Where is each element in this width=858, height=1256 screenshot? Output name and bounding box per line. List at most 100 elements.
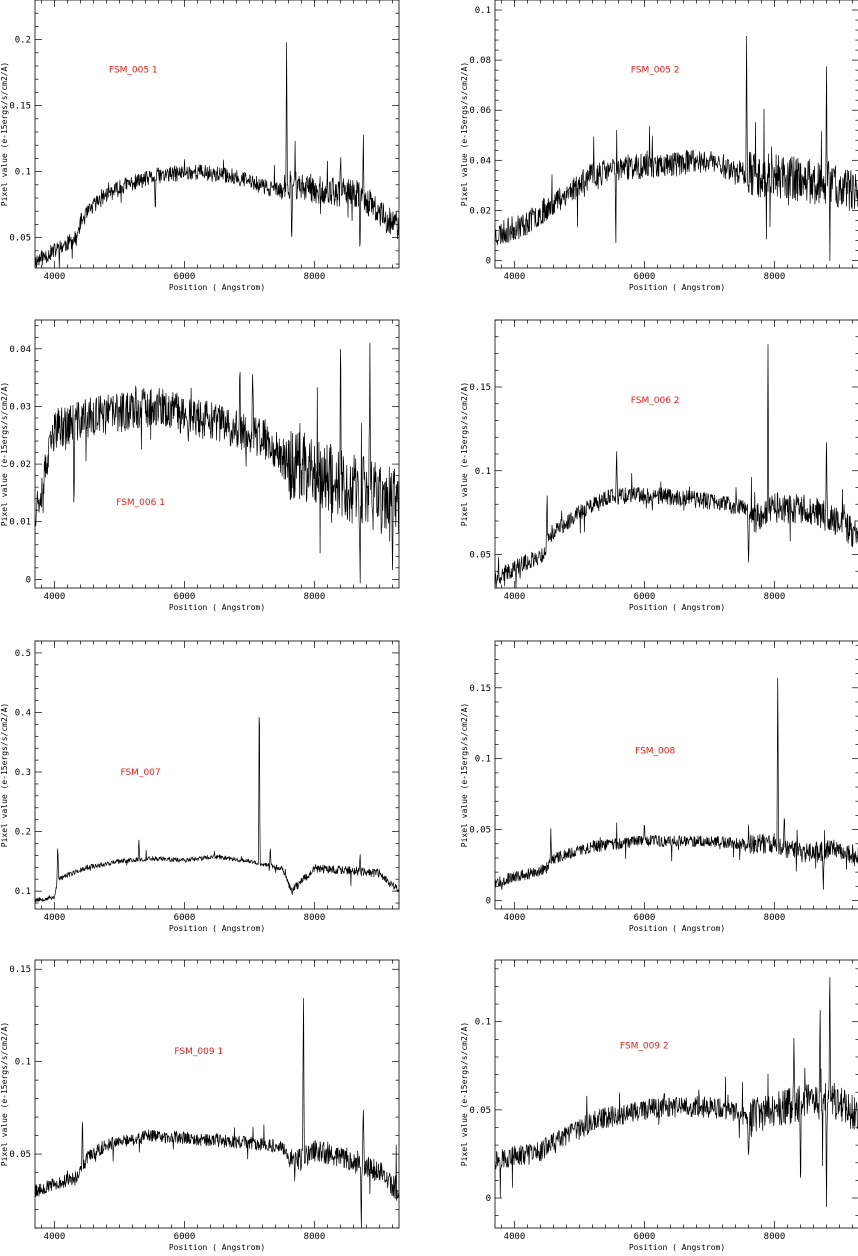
spectrum-annotation-label: FSM_006 1 (116, 498, 165, 508)
y-tick-label: 0.2 (15, 36, 31, 46)
spectrum-annotation-label: FSM_006 2 (631, 396, 680, 406)
x-tick-label: 4000 (44, 913, 66, 923)
y-tick-label: 0.05 (469, 826, 491, 836)
x-axis-label: Position ( Angstrom) (169, 1243, 265, 1252)
spectrum-panel-1: 4000 6000 8000 0.05 0.1 0.15 0.2 Position ( Ang… (0, 0, 400, 292)
y-tick-label: 0.04 (9, 345, 31, 355)
spectrum-panel-6: 4000 6000 8000 0 0.05 0.1 0.15 Position ( Angst… (460, 640, 858, 933)
y-axis-label: Pixel value (e-15ergs/s/cm2/A) (460, 382, 469, 527)
x-axis-label: Position ( Angstrom) (169, 924, 265, 933)
x-tick-label: 8000 (764, 272, 786, 282)
y-tick-label: 0.1 (15, 168, 31, 178)
x-tick-label: 6000 (634, 272, 656, 282)
spectrum-line (34, 42, 400, 269)
x-tick-label: 8000 (764, 913, 786, 923)
x-tick-label: 8000 (304, 272, 326, 282)
y-tick-label: 0.1 (15, 887, 31, 897)
y-axis-label: Pixel value (e-15ergs/s/cm2/A) (460, 1022, 469, 1167)
spectrum-annotation-label: FSM_007 (120, 768, 160, 778)
spectrum-annotation-label: FSM_009 1 (174, 1047, 223, 1057)
x-tick-label: 6000 (634, 592, 656, 602)
y-tick-label: 0.03 (9, 402, 31, 412)
y-tick-label: 0.1 (475, 6, 491, 16)
x-tick-label: 8000 (304, 913, 326, 923)
spectrum-line (494, 35, 858, 262)
y-axis-label: Pixel value (e-15ergs/s/cm2/A) (460, 703, 469, 848)
x-tick-label: 6000 (174, 592, 196, 602)
x-tick-label: 4000 (44, 1232, 66, 1242)
x-tick-label: 8000 (764, 1232, 786, 1242)
spectrum-panel-7: 4000 6000 8000 0.05 0.1 0.15 Position ( Angstr… (0, 959, 400, 1252)
spectrum-line (494, 344, 858, 589)
spectrum-panel-4: 4000 6000 8000 0.05 0.1 0.15 Position ( Angstr… (460, 319, 858, 612)
spectrum-annotation-label: FSM_009 2 (620, 1041, 669, 1051)
spectrum-annotation-label: FSM_005 1 (109, 65, 158, 75)
plot-frame (34, 319, 400, 589)
x-tick-label: 6000 (174, 1232, 196, 1242)
y-tick-label: 0.15 (469, 684, 491, 694)
x-tick-label: 6000 (634, 1232, 656, 1242)
x-tick-label: 6000 (174, 913, 196, 923)
y-tick-label: 0.05 (469, 1106, 491, 1116)
spectrum-annotation-label: FSM_008 (635, 747, 675, 757)
plot-frame (34, 640, 400, 910)
y-tick-label: 0.1 (475, 467, 491, 477)
y-tick-label: 0.05 (9, 234, 31, 244)
spectrum-panel-5: 4000 6000 8000 0.1 0.2 0.3 0.4 0.5 Position ( An… (0, 640, 400, 933)
y-tick-label: 0.05 (469, 551, 491, 561)
x-tick-label: 4000 (504, 1232, 526, 1242)
y-axis-label: Pixel value (e-15ergs/s/cm2/A) (0, 382, 9, 527)
plot-frame (34, 0, 400, 269)
x-tick-label: 4000 (44, 272, 66, 282)
y-tick-label: 0.08 (469, 56, 491, 66)
y-tick-label: 0 (486, 1194, 491, 1204)
y-tick-label: 0.05 (9, 1150, 31, 1160)
plot-frame (494, 959, 858, 1229)
plot-frame (494, 640, 858, 910)
spectrum-line (494, 677, 858, 890)
x-tick-label: 4000 (504, 592, 526, 602)
y-tick-label: 0.4 (15, 708, 31, 718)
spectrum-panel-3: 4000 6000 8000 0 0.01 0.02 0.03 0.04 Position ( … (0, 319, 400, 612)
x-tick-label: 4000 (44, 592, 66, 602)
x-axis-label: Position ( Angstrom) (629, 603, 725, 612)
x-tick-label: 8000 (304, 1232, 326, 1242)
y-tick-label: 0.01 (9, 518, 31, 528)
x-axis-label: Position ( Angstrom) (629, 283, 725, 292)
y-tick-label: 0.06 (469, 106, 491, 116)
spectrum-line (34, 717, 400, 903)
y-axis-label: Pixel value (e-15ergs/s/cm2/A) (0, 1022, 9, 1167)
y-tick-label: 0.5 (15, 649, 31, 659)
x-axis-label: Position ( Angstrom) (629, 924, 725, 933)
y-tick-label: 0.15 (9, 965, 31, 975)
x-tick-label: 4000 (504, 913, 526, 923)
plot-frame (34, 959, 400, 1229)
y-tick-label: 0.15 (469, 383, 491, 393)
y-tick-label: 0.02 (469, 206, 491, 216)
x-tick-label: 6000 (634, 913, 656, 923)
x-axis-label: Position ( Angstrom) (169, 603, 265, 612)
x-tick-label: 8000 (764, 592, 786, 602)
y-tick-label: 0.3 (15, 768, 31, 778)
x-axis-label: Position ( Angstrom) (169, 283, 265, 292)
spectrum-line (34, 342, 400, 584)
plot-frame (494, 319, 858, 589)
spectrum-line (494, 977, 858, 1208)
plot-frame (494, 0, 858, 269)
x-tick-label: 4000 (504, 272, 526, 282)
y-axis-label: Pixel value (e-15ergs/s/cm2/A) (460, 62, 469, 207)
y-tick-label: 0.1 (475, 755, 491, 765)
x-tick-label: 8000 (304, 592, 326, 602)
y-tick-label: 0.1 (15, 1058, 31, 1068)
spectrum-line (34, 998, 400, 1229)
y-tick-label: 0.1 (475, 1018, 491, 1028)
y-axis-label: Pixel value (e-15ergs/s/cm2/A) (0, 703, 9, 848)
spectrum-panel-2: 4000 6000 8000 0 0.02 0.04 0.06 0.08 0.1 Position… (460, 0, 858, 292)
spectrum-panel-8: 4000 6000 8000 0 0.05 0.1 Position ( Angstrom)… (460, 959, 858, 1252)
y-tick-label: 0 (486, 256, 491, 266)
y-tick-label: 0.15 (9, 102, 31, 112)
y-tick-label: 0 (486, 896, 491, 906)
y-tick-label: 0.02 (9, 460, 31, 470)
y-tick-label: 0.2 (15, 828, 31, 838)
